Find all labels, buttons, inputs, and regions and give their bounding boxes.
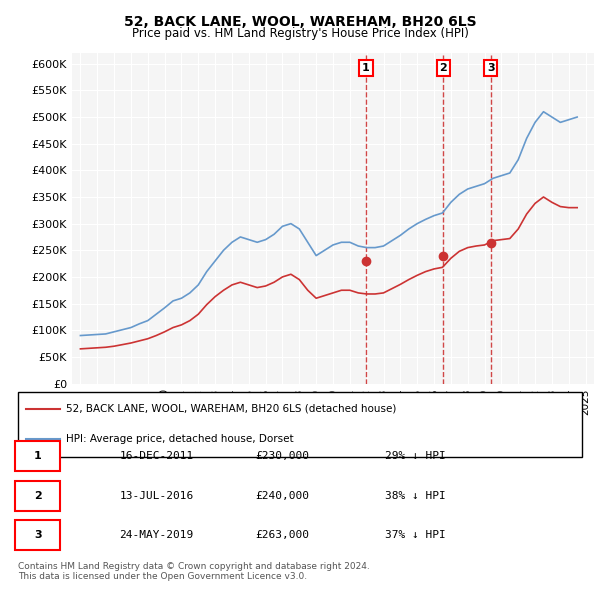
Text: 3: 3 (487, 63, 494, 73)
FancyBboxPatch shape (15, 520, 60, 550)
Text: 52, BACK LANE, WOOL, WAREHAM, BH20 6LS: 52, BACK LANE, WOOL, WAREHAM, BH20 6LS (124, 15, 476, 29)
Text: 16-DEC-2011: 16-DEC-2011 (119, 451, 194, 461)
Text: 13-JUL-2016: 13-JUL-2016 (119, 491, 194, 500)
Text: Contains HM Land Registry data © Crown copyright and database right 2024.
This d: Contains HM Land Registry data © Crown c… (18, 562, 370, 581)
Text: £263,000: £263,000 (255, 530, 309, 540)
Text: 37% ↓ HPI: 37% ↓ HPI (385, 530, 445, 540)
FancyBboxPatch shape (18, 392, 582, 457)
Text: 24-MAY-2019: 24-MAY-2019 (119, 530, 194, 540)
Text: 29% ↓ HPI: 29% ↓ HPI (385, 451, 445, 461)
Text: 1: 1 (362, 63, 370, 73)
Text: 2: 2 (34, 491, 41, 500)
Text: 3: 3 (34, 530, 41, 540)
Text: £240,000: £240,000 (255, 491, 309, 500)
FancyBboxPatch shape (15, 441, 60, 471)
Text: 1: 1 (34, 451, 41, 461)
Text: 2: 2 (439, 63, 447, 73)
Text: HPI: Average price, detached house, Dorset: HPI: Average price, detached house, Dors… (66, 434, 293, 444)
Text: 38% ↓ HPI: 38% ↓ HPI (385, 491, 445, 500)
Text: Price paid vs. HM Land Registry's House Price Index (HPI): Price paid vs. HM Land Registry's House … (131, 27, 469, 40)
Text: £230,000: £230,000 (255, 451, 309, 461)
FancyBboxPatch shape (15, 481, 60, 510)
Text: 52, BACK LANE, WOOL, WAREHAM, BH20 6LS (detached house): 52, BACK LANE, WOOL, WAREHAM, BH20 6LS (… (66, 404, 397, 414)
